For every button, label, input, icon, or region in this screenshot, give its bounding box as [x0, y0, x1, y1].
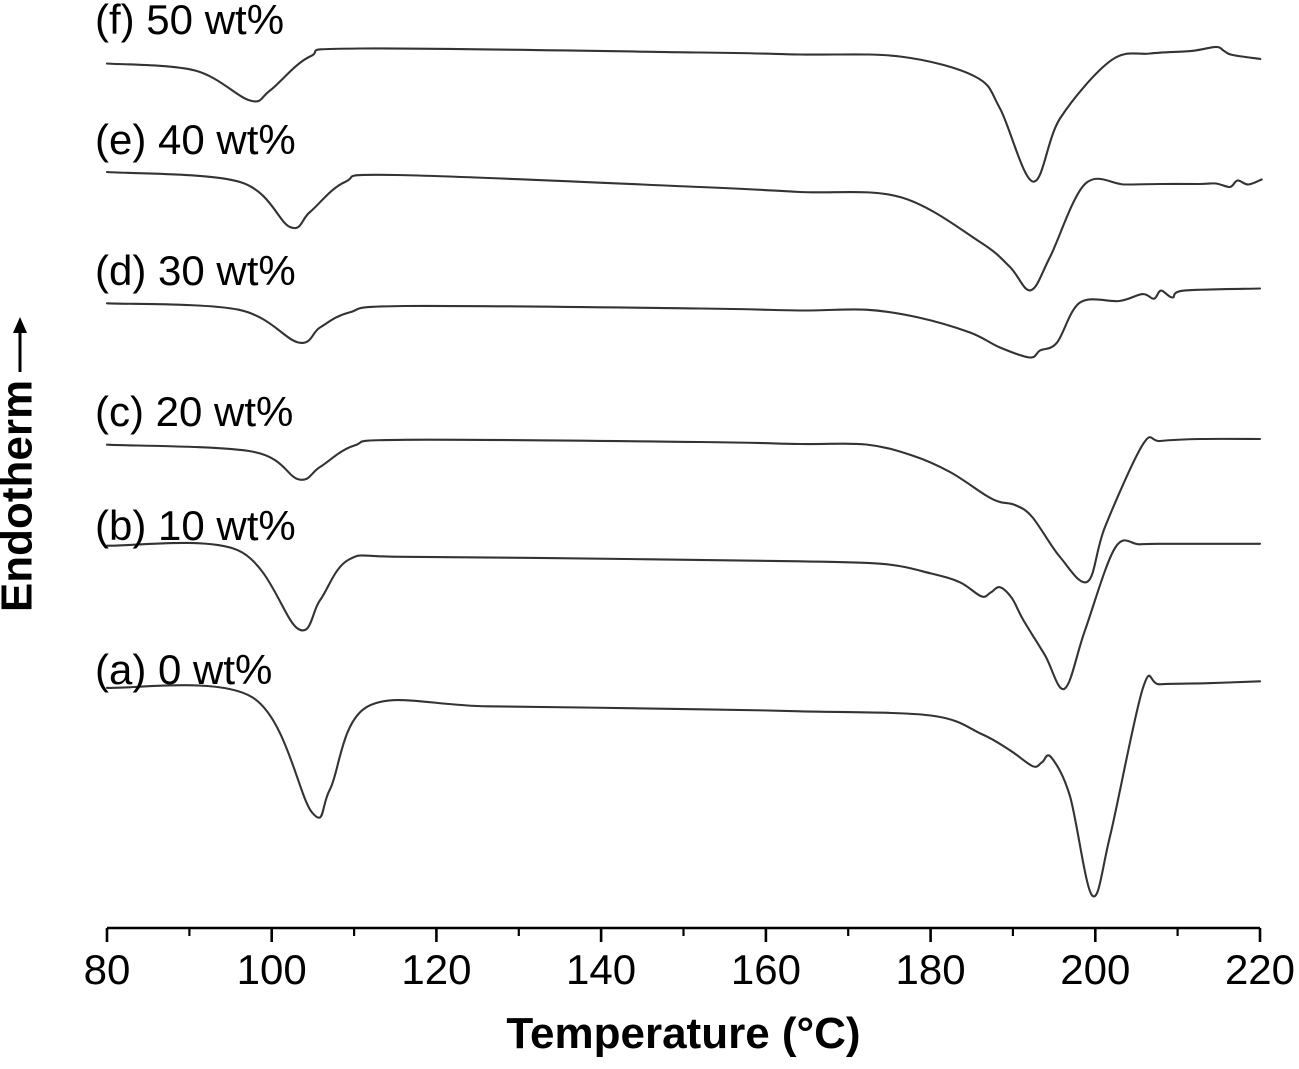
svg-text:Endotherm: Endotherm — [0, 380, 42, 612]
svg-text:200: 200 — [1060, 946, 1130, 993]
svg-text:180: 180 — [896, 946, 966, 993]
svg-text:140: 140 — [566, 946, 636, 993]
svg-text:80: 80 — [84, 946, 131, 993]
svg-text:220: 220 — [1225, 946, 1295, 993]
svg-text:160: 160 — [731, 946, 801, 993]
svg-text:100: 100 — [237, 946, 307, 993]
svg-text:120: 120 — [401, 946, 471, 993]
